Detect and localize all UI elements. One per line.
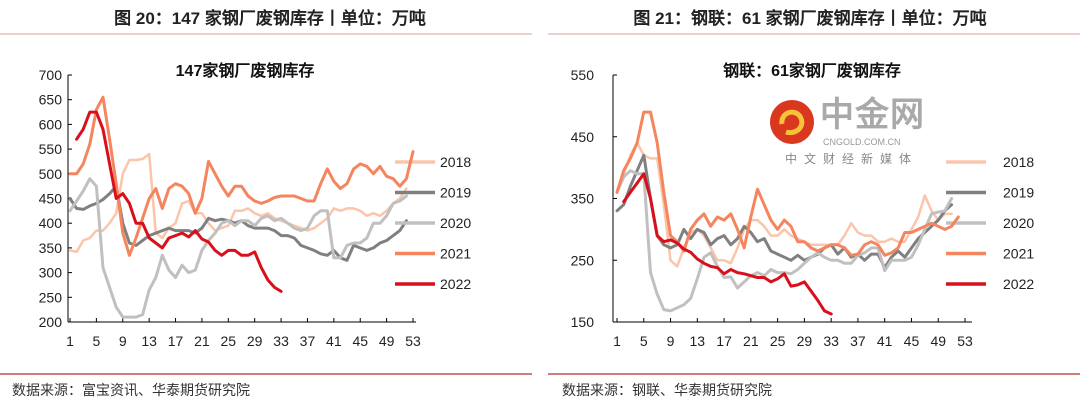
legend-label-2021: 2021 <box>1003 246 1034 262</box>
x-tick-label: 21 <box>743 333 759 349</box>
series-line-2021 <box>615 110 960 257</box>
x-tick-label: 33 <box>273 333 289 349</box>
x-tick-label: 25 <box>221 333 237 349</box>
figure-20-source: 数据来源：富宝资讯、华泰期货研究院 <box>12 382 250 398</box>
cngold-logo-icon <box>770 100 814 144</box>
x-tick-label: 17 <box>716 333 732 349</box>
x-tick-label: 45 <box>352 333 368 349</box>
series-line-2022 <box>622 172 833 316</box>
x-tick-label: 29 <box>247 333 263 349</box>
y-tick-label: 550 <box>571 67 595 83</box>
x-tick-label: 53 <box>405 333 421 349</box>
x-tick-label: 13 <box>690 333 706 349</box>
figure-21-caption: 图 21：钢联：61 家钢厂废钢库存丨单位：万吨 <box>633 9 987 28</box>
y-tick-label: 250 <box>39 289 63 305</box>
figure-20-caption: 图 20：147 家钢厂废钢库存丨单位：万吨 <box>114 9 426 28</box>
x-tick-label: 37 <box>850 333 866 349</box>
legend-label-2022: 2022 <box>440 276 471 292</box>
x-tick-label: 21 <box>194 333 210 349</box>
series-line-2021 <box>68 95 415 257</box>
x-tick-label: 49 <box>930 333 946 349</box>
y-tick-label: 300 <box>39 265 63 281</box>
y-tick-label: 450 <box>39 191 63 207</box>
x-tick-label: 33 <box>823 333 839 349</box>
series-line-2020 <box>68 177 408 319</box>
series-line-2018 <box>68 152 408 254</box>
x-tick-label: 9 <box>119 333 127 349</box>
y-tick-label: 700 <box>39 67 63 83</box>
x-tick-label: 25 <box>770 333 786 349</box>
y-tick-label: 600 <box>39 116 63 132</box>
x-tick-label: 13 <box>141 333 157 349</box>
x-tick-label: 9 <box>667 333 675 349</box>
y-tick-label: 200 <box>39 314 63 330</box>
x-tick-label: 41 <box>877 333 893 349</box>
x-tick-label: 41 <box>326 333 342 349</box>
x-tick-label: 45 <box>904 333 920 349</box>
y-tick-label: 450 <box>571 129 595 145</box>
legend-label-2021: 2021 <box>440 246 471 262</box>
x-tick-label: 5 <box>640 333 648 349</box>
series-line-2019 <box>615 153 954 270</box>
legend-label-2019: 2019 <box>440 185 471 201</box>
x-tick-label: 5 <box>92 333 100 349</box>
y-tick-label: 650 <box>39 92 63 108</box>
series-line-2022 <box>75 110 283 293</box>
x-tick-label: 1 <box>66 333 74 349</box>
legend-label-2020: 2020 <box>440 215 471 231</box>
watermark-tagline: 中文财经新媒体 <box>785 152 919 166</box>
legend-label-2022: 2022 <box>1003 276 1034 292</box>
y-tick-label: 500 <box>39 166 63 182</box>
figure-21-source: 数据来源：钢联、华泰期货研究院 <box>562 382 772 398</box>
x-tick-label: 29 <box>797 333 813 349</box>
watermark-name: 中金网 <box>820 96 925 134</box>
x-tick-label: 53 <box>957 333 973 349</box>
y-tick-label: 350 <box>571 191 595 207</box>
x-tick-label: 1 <box>613 333 621 349</box>
chart-title: 147家钢厂废钢库存 <box>176 61 315 80</box>
y-tick-label: 400 <box>39 215 63 231</box>
legend-label-2020: 2020 <box>1003 215 1034 231</box>
chart-title: 钢联：61家钢厂废钢库存 <box>723 61 901 80</box>
series-line-2018 <box>615 141 953 268</box>
legend-label-2019: 2019 <box>1003 185 1034 201</box>
legend-label-2018: 2018 <box>1003 154 1034 170</box>
y-tick-label: 350 <box>39 240 63 256</box>
y-tick-label: 550 <box>39 141 63 157</box>
watermark-domain: CNGOLD.COM.CN <box>823 137 901 147</box>
legend-label-2018: 2018 <box>440 154 471 170</box>
x-tick-label: 17 <box>168 333 184 349</box>
y-tick-label: 250 <box>571 252 595 268</box>
y-tick-label: 150 <box>571 314 595 330</box>
x-tick-label: 49 <box>379 333 395 349</box>
x-tick-label: 37 <box>300 333 316 349</box>
